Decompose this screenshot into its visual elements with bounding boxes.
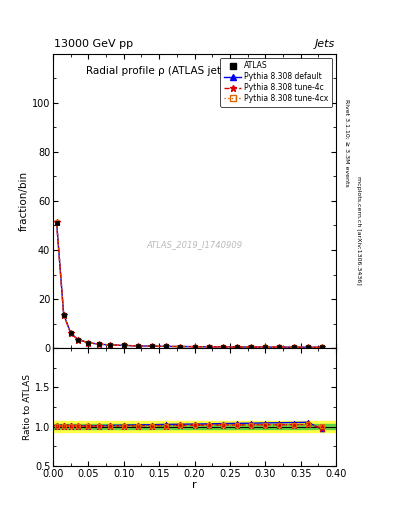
- Text: 13000 GeV pp: 13000 GeV pp: [54, 38, 133, 49]
- Text: mcplots.cern.ch [arXiv:1306.3436]: mcplots.cern.ch [arXiv:1306.3436]: [356, 176, 361, 285]
- X-axis label: r: r: [192, 480, 197, 490]
- Text: Rivet 3.1.10; ≥ 3.3M events: Rivet 3.1.10; ≥ 3.3M events: [344, 99, 349, 187]
- Text: ATLAS_2019_I1740909: ATLAS_2019_I1740909: [147, 241, 242, 250]
- Text: Radial profile ρ (ATLAS jet fragmentation): Radial profile ρ (ATLAS jet fragmentatio…: [86, 66, 303, 76]
- Text: Jets: Jets: [315, 38, 335, 49]
- Legend: ATLAS, Pythia 8.308 default, Pythia 8.308 tune-4c, Pythia 8.308 tune-4cx: ATLAS, Pythia 8.308 default, Pythia 8.30…: [220, 57, 332, 107]
- Y-axis label: fraction/bin: fraction/bin: [19, 171, 29, 231]
- Y-axis label: Ratio to ATLAS: Ratio to ATLAS: [23, 374, 32, 440]
